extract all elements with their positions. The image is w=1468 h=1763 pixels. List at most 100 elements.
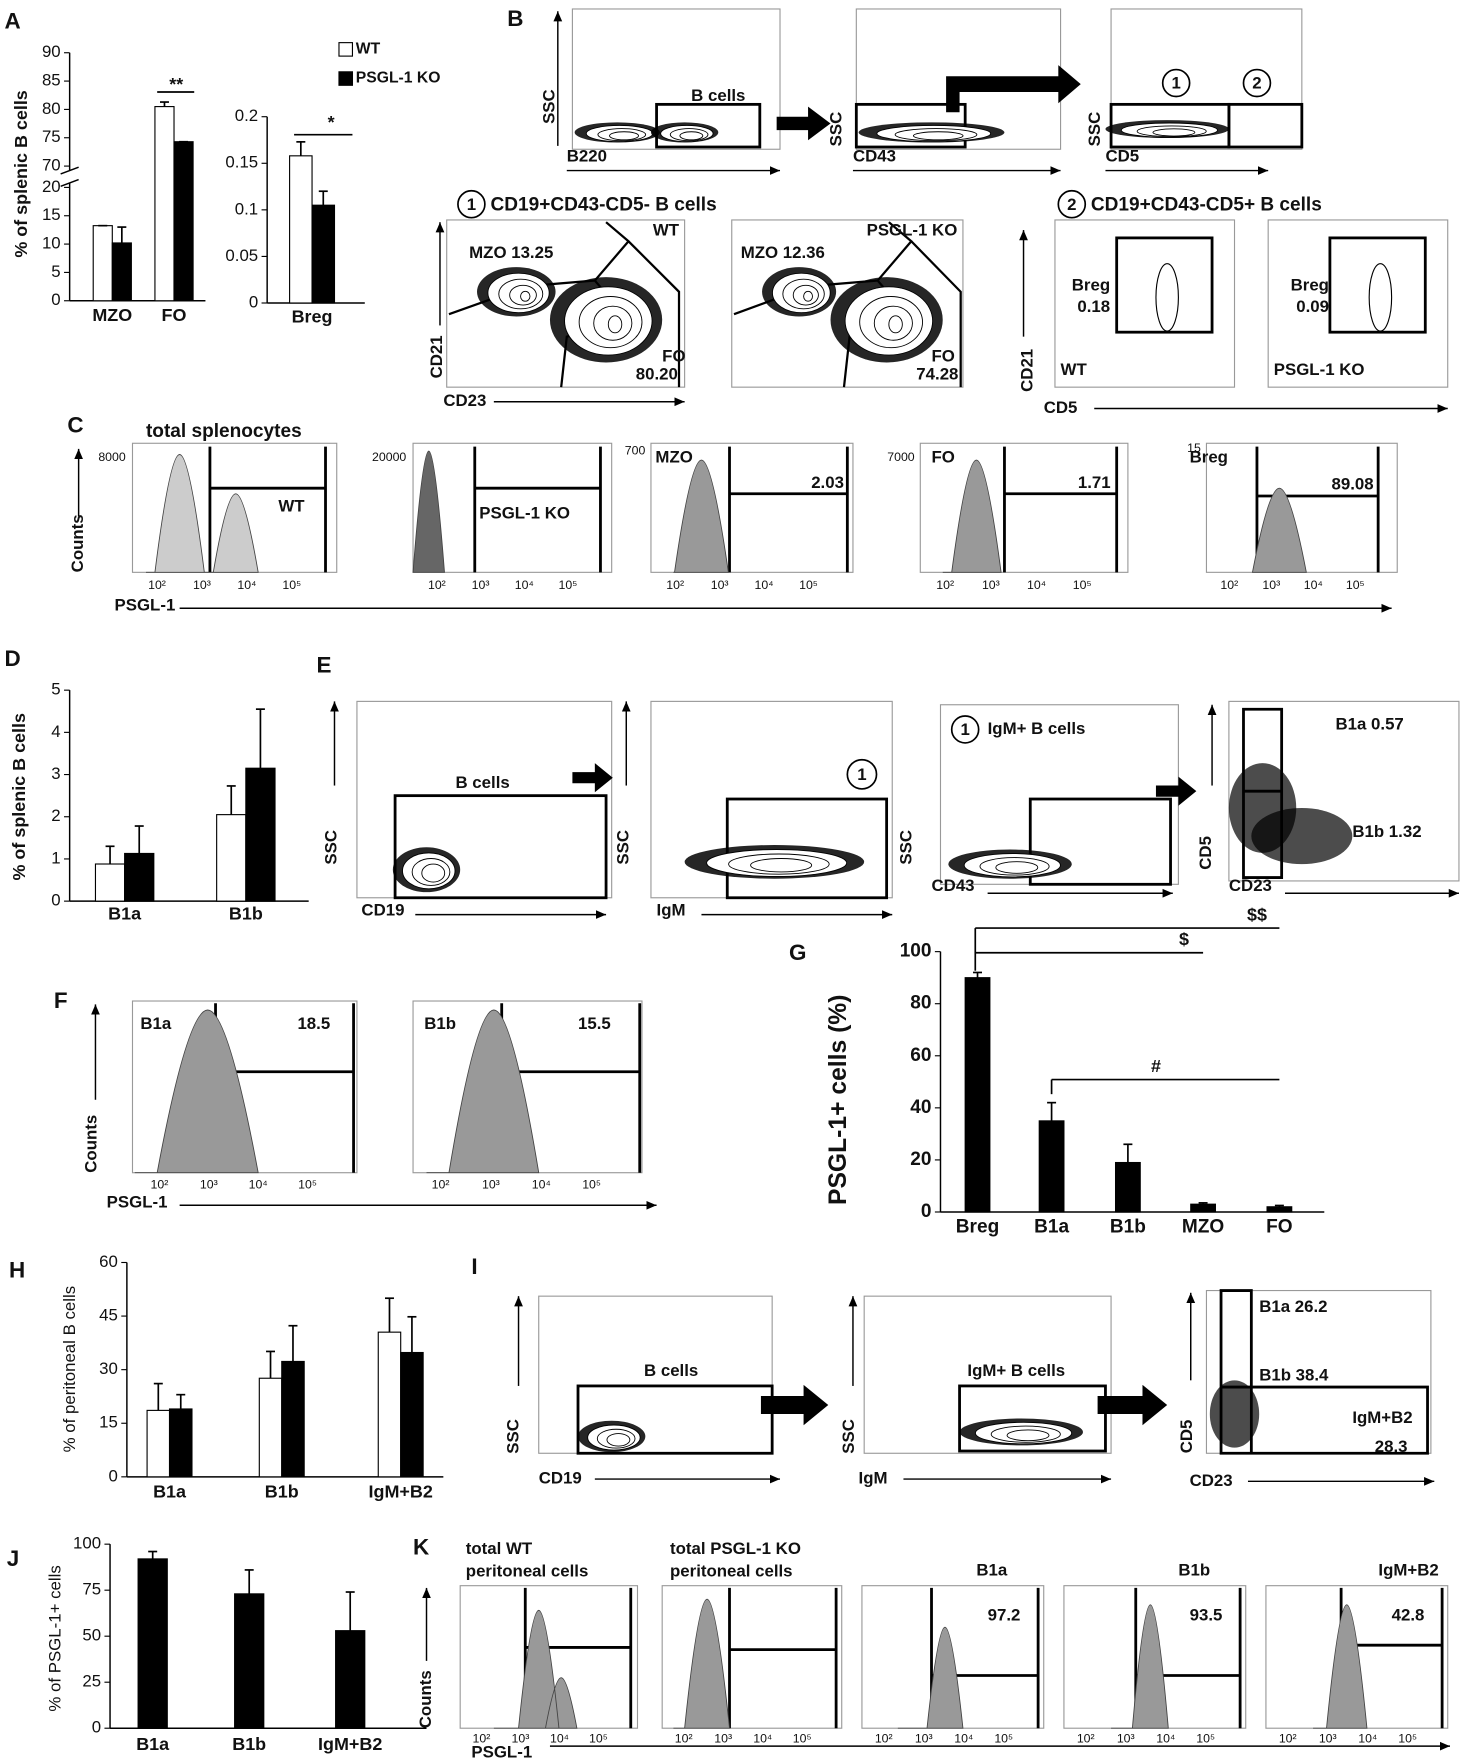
log-tick-label: 10² [675,1732,693,1746]
gate-value: 80.20 [636,364,678,383]
panel-letter: I [471,1254,477,1279]
histogram [134,1009,259,1174]
axis-break [60,178,79,187]
log-tick-label: 10³ [915,1732,933,1746]
gate [728,1587,838,1729]
y-tick-label: 0 [921,1201,932,1222]
axis-label: Counts [416,1670,435,1728]
axis-label: SSC [1085,112,1104,147]
y-axis-label: % of splenic B cells [11,90,31,257]
y-tick-label: 25 [82,1672,101,1691]
x-tick-label: B1a [136,1734,170,1754]
axis-label: PSGL-1 [115,595,176,614]
panel-letter: D [5,646,21,671]
y-tick-label: 80 [910,993,931,1014]
contour [995,861,1039,874]
y-tick-label: 50 [82,1626,101,1645]
plot-frame [1054,219,1236,388]
y-tick-label: 15 [42,205,61,224]
y-tick-label: 85 [42,71,61,90]
contour [607,315,623,334]
gate-label: WT [278,497,305,516]
x-tick-label: B1a [108,903,142,923]
log-tick-label: 10⁴ [1304,578,1323,592]
gate [576,1384,774,1455]
bar [377,1331,402,1478]
gate-value: 18.5 [297,1014,330,1033]
arrow [572,763,613,793]
y-tick-label: 20 [910,1149,931,1170]
gate [208,446,327,573]
axis-label: CD21 [1017,349,1036,392]
gate [1003,446,1119,573]
y-tick-label: 0.2 [235,106,258,125]
x-tick-label: B1b [229,903,263,923]
log-tick-label: 10⁴ [753,1732,772,1746]
axis-label: SSC [503,1419,522,1454]
log-tick-label: 10² [666,578,684,592]
y-tick-label: 75 [82,1580,101,1599]
bar-chart: 0 5 10 15 20 70 75 80 85 90 MZO FO WT PSGL-1 KO ** % of… [11,41,440,326]
panel-letters: A B C D E F G H I J K [5,6,807,1571]
log-tick-label: 10⁴ [755,578,774,592]
arrow [946,65,1081,113]
bar [234,1593,265,1729]
plot-frame [919,442,1129,573]
panel-k: total WT peritoneal cells total PSGL-1 K… [416,1539,1450,1761]
histogram [412,450,445,573]
log-tick-label: 10⁵ [589,1732,608,1746]
y-tick-label: 100 [73,1534,101,1553]
bar [92,225,113,302]
y-tick-label: 60 [99,1252,118,1271]
axis-label: B220 [567,147,607,166]
annotation: * [328,112,335,132]
x-tick-label: Breg [956,1217,999,1238]
bar [173,141,194,302]
dots [1209,1380,1260,1448]
gate-label: MZO 12.36 [741,243,825,262]
plot-name: total PSGL-1 KO [670,1539,801,1558]
y-axis-label: PSGL-1+ cells (%) [825,995,852,1205]
gate [1115,236,1214,334]
histogram [426,1009,540,1174]
axis-label: CD5 [1044,398,1078,417]
panel-e: B cells SSC CD19 1 SSC IgM 1 IgM+ B cell… [322,700,1460,920]
gate-value: 93.5 [1190,1605,1223,1624]
y-tick-label: 0.15 [225,153,258,172]
circle [1057,189,1087,219]
histogram [1313,1604,1368,1729]
y-tick-label: 100 [900,941,932,962]
log-tick-label: 10⁵ [994,1732,1013,1746]
axis-label: SSC [896,830,915,865]
log-tick-label: 10³ [1117,1732,1135,1746]
axis-label: CD23 [1229,876,1272,895]
bar [964,977,991,1213]
y-tick-label: 0 [109,1466,118,1485]
bar [400,1351,424,1478]
y-tick-label: 15 [99,1413,118,1432]
axis-label: CD23 [443,391,486,410]
gate-label: B1a 26.2 [1259,1297,1327,1316]
flow-graphics [134,120,1393,1729]
annotation: # [1151,1056,1161,1076]
y-tick-label: 10 [42,234,61,253]
y-tick-label: 5 [51,262,60,281]
plot-name: total WT [466,1539,533,1558]
y-max: 7000 [887,450,915,464]
y-tick-label: 75 [42,127,61,146]
log-tick-label: 10² [473,1732,491,1746]
gate [393,794,608,900]
gate-value: 2.03 [811,473,844,492]
plot-name: IgM+B2 [1378,1561,1438,1580]
bar [281,1360,305,1478]
subpanel-number: 2 [1067,195,1076,214]
histogram [1251,487,1307,573]
annotation: ** [169,74,183,94]
panel-letter: K [413,1535,429,1560]
log-tick-label: 10⁴ [550,1732,569,1746]
sample-label: WT [653,221,680,240]
histogram [673,459,729,573]
arrow [760,1384,829,1426]
